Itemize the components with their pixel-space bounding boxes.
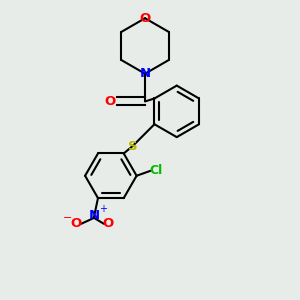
Text: O: O <box>70 217 82 230</box>
Text: O: O <box>102 217 113 230</box>
Text: N: N <box>140 67 151 80</box>
Text: −: − <box>63 213 72 223</box>
Text: Cl: Cl <box>150 164 163 177</box>
Text: S: S <box>128 140 137 152</box>
Text: O: O <box>105 95 116 108</box>
Text: O: O <box>140 12 151 25</box>
Text: N: N <box>88 209 100 222</box>
Text: +: + <box>99 204 107 214</box>
